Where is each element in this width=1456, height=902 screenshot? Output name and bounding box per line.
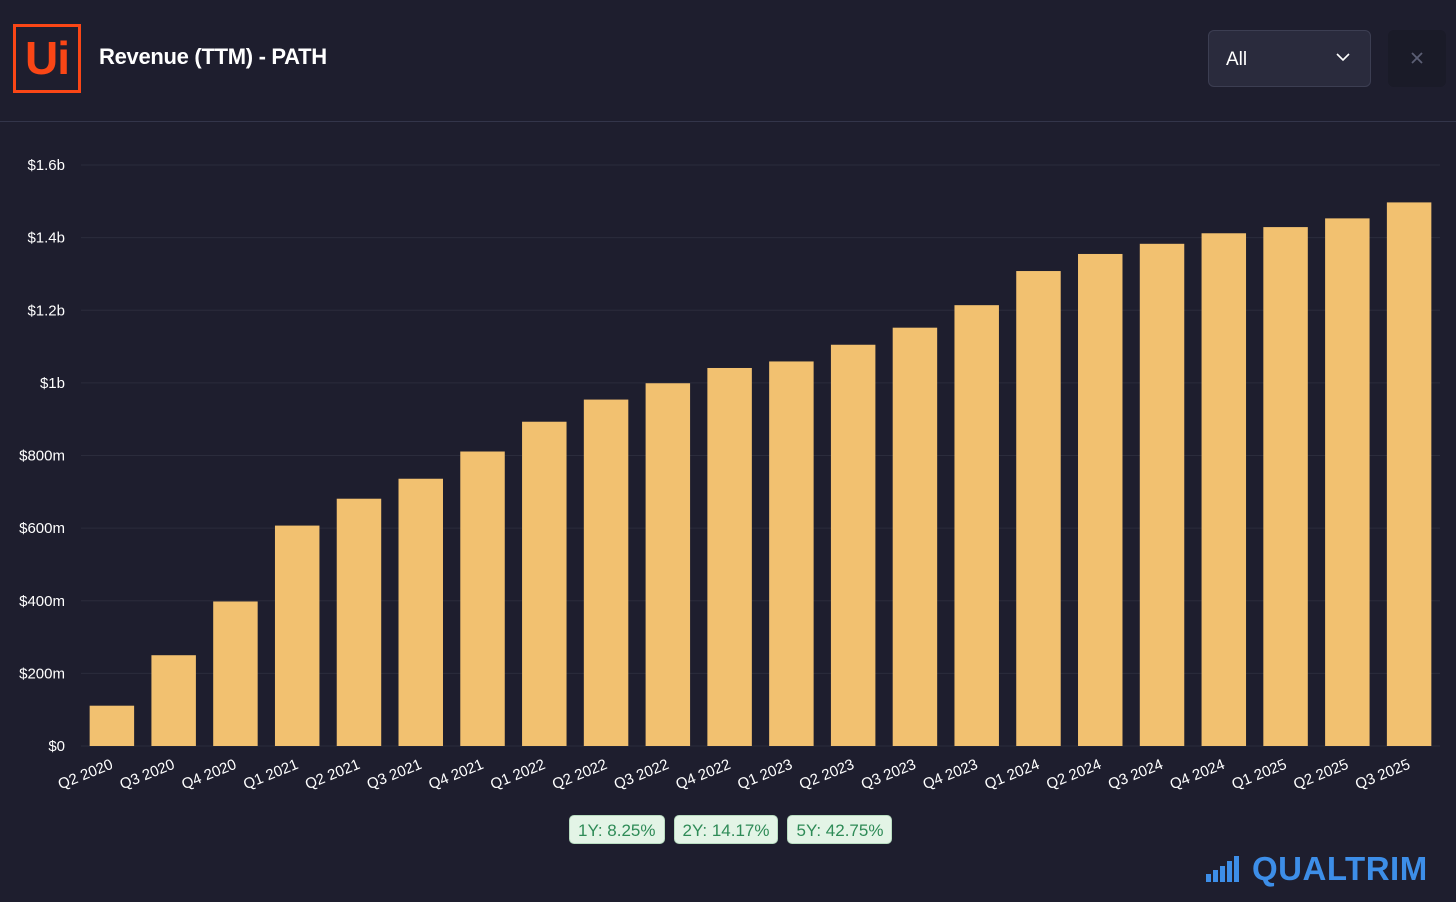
growth-badges: 1Y: 8.25% 2Y: 14.17% 5Y: 42.75%: [569, 815, 893, 844]
bar-q2-2025[interactable]: [1325, 218, 1370, 746]
x-tick-label: Q3 2023: [859, 756, 919, 793]
y-axis-ticks: $0 $200m $400m $600m $800m $1b $1.2b $1.4b $1.6b: [19, 157, 65, 755]
x-tick-label: Q4 2024: [1168, 756, 1228, 793]
x-axis-ticks: Q2 2020 Q3 2020 Q4 2020 Q1 2021 Q2 2021 Q3 20…: [56, 756, 1413, 793]
x-tick-label: Q2 2020: [56, 756, 116, 793]
x-tick-label: Q1 2022: [488, 756, 548, 793]
x-tick-label: Q3 2025: [1353, 756, 1413, 793]
bar-q2-2024[interactable]: [1078, 253, 1123, 746]
bar-q1-2024[interactable]: [1016, 271, 1061, 746]
bar-q4-2020[interactable]: [213, 601, 258, 746]
x-tick-label: Q4 2022: [673, 756, 733, 793]
bar-q4-2021[interactable]: [460, 451, 505, 746]
bar-q1-2021[interactable]: [274, 525, 320, 746]
y-tick-label: $200m: [19, 665, 65, 682]
bar-q2-2020[interactable]: [89, 705, 135, 746]
x-tick-label: Q4 2021: [426, 756, 486, 793]
y-tick-label: $1b: [40, 375, 65, 392]
x-tick-label: Q4 2020: [179, 756, 239, 793]
growth-badge-5y: 5Y: 42.75%: [787, 815, 893, 844]
bar-q1-2022[interactable]: [522, 421, 567, 746]
bar-q3-2022[interactable]: [645, 383, 691, 746]
y-tick-label: $800m: [19, 448, 65, 465]
bar-q2-2021[interactable]: [336, 498, 382, 746]
bar-q3-2024[interactable]: [1139, 243, 1185, 746]
x-tick-label: Q3 2021: [365, 756, 425, 793]
period-select[interactable]: All: [1208, 30, 1371, 87]
y-tick-label: $1.4b: [27, 230, 65, 247]
chevron-down-icon: [1336, 53, 1350, 62]
y-tick-label: $1.2b: [27, 302, 65, 319]
close-icon: [1411, 52, 1423, 64]
growth-badge-1y: 1Y: 8.25%: [569, 815, 665, 844]
x-tick-label: Q3 2022: [612, 756, 672, 793]
bar-q4-2023[interactable]: [954, 305, 999, 746]
bar-q3-2025[interactable]: [1386, 202, 1432, 747]
bar-q1-2025[interactable]: [1263, 227, 1308, 747]
period-select-value: All: [1226, 49, 1248, 70]
x-tick-label: Q3 2024: [1106, 756, 1166, 793]
x-tick-label: Q1 2024: [982, 756, 1042, 793]
x-tick-label: Q2 2023: [797, 756, 857, 793]
x-tick-label: Q3 2020: [117, 756, 177, 793]
bar-q2-2023[interactable]: [830, 344, 876, 746]
bar-q2-2022[interactable]: [583, 399, 629, 746]
y-tick-label: $0: [48, 738, 65, 755]
y-tick-label: $1.6b: [27, 157, 65, 174]
bar-q3-2020[interactable]: [151, 655, 196, 746]
x-tick-label: Q2 2025: [1291, 756, 1351, 793]
growth-badge-2y: 2Y: 14.17%: [673, 815, 779, 844]
brand-name: QUALTRIM: [1252, 850, 1428, 887]
x-tick-label: Q1 2021: [241, 756, 301, 793]
header: Ui Revenue (TTM) - PATH All: [0, 0, 1456, 122]
close-button[interactable]: [1388, 30, 1446, 87]
bar-q3-2023[interactable]: [892, 327, 938, 746]
y-tick-label: $600m: [19, 520, 65, 537]
bar-q4-2022[interactable]: [707, 367, 752, 746]
bar-q1-2023[interactable]: [769, 361, 814, 746]
bar-layer: [89, 202, 1432, 747]
x-tick-label: Q2 2021: [303, 756, 363, 793]
chart-title: Revenue (TTM) - PATH: [99, 44, 327, 69]
x-tick-label: Q4 2023: [920, 756, 980, 793]
x-tick-label: Q2 2022: [550, 756, 610, 793]
uipath-logo: Ui: [13, 24, 81, 93]
x-tick-label: Q2 2024: [1044, 756, 1104, 793]
x-tick-label: Q1 2023: [735, 756, 795, 793]
revenue-bar-chart: $0 $200m $400m $600m $800m $1b $1.2b $1.4b $1.6b…: [19, 157, 1440, 793]
y-tick-label: $400m: [19, 593, 65, 610]
x-tick-label: Q1 2025: [1229, 756, 1289, 793]
bar-q4-2024[interactable]: [1201, 233, 1247, 746]
signal-bars-icon: [1206, 856, 1239, 882]
bar-q3-2021[interactable]: [398, 478, 443, 746]
